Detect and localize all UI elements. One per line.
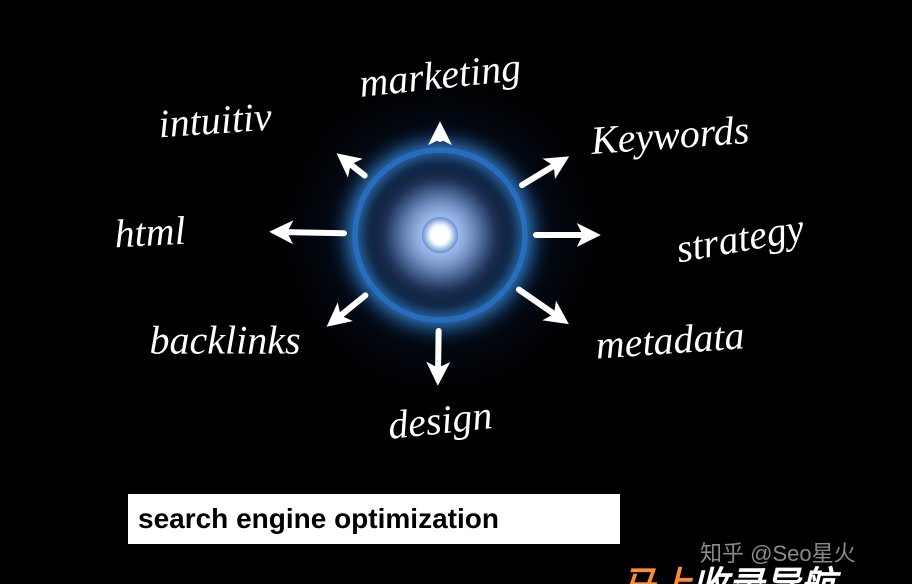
banner-char: 上: [656, 564, 692, 584]
flare-core: [422, 217, 458, 253]
label-design: design: [386, 391, 495, 449]
arrow-keywords: [522, 162, 560, 185]
label-intuitiv: intuitiv: [157, 93, 273, 148]
arrow-backlinks: [335, 295, 365, 320]
diagram-stage: marketing Keywords strategy metadata design b…: [0, 0, 912, 584]
banner-char: 录: [728, 564, 764, 584]
banner-char: 马: [620, 564, 656, 584]
label-marketing: marketing: [357, 43, 523, 107]
arrow-design: [438, 331, 439, 375]
banner-char: 导: [764, 564, 800, 584]
arrow-intuitiv: [345, 160, 365, 176]
label-keywords: Keywords: [589, 106, 750, 164]
banner-char: 航: [800, 564, 836, 584]
banner-char: 收: [692, 564, 728, 584]
arrow-html: [280, 232, 344, 233]
label-strategy: strategy: [672, 204, 807, 273]
label-html: html: [113, 207, 186, 258]
label-backlinks: backlinks: [149, 317, 300, 364]
flare-mid: [370, 165, 510, 305]
caption-text: search engine optimization: [138, 503, 499, 535]
flare-outer: [280, 75, 600, 395]
flare-ring: [352, 147, 528, 323]
arrow-metadata: [519, 290, 560, 318]
label-metadata: metadata: [594, 311, 746, 368]
caption-bar: search engine optimization: [128, 494, 620, 544]
banner-text: 马上收录导航: [620, 556, 836, 584]
